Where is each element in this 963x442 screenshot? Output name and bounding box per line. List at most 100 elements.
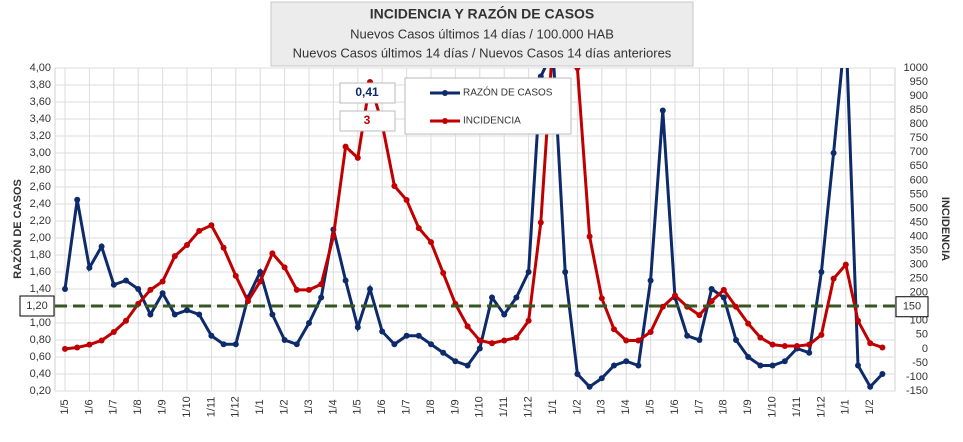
- data-point: [489, 294, 495, 301]
- data-point: [684, 332, 691, 339]
- x-tick-label: 1/10: [767, 396, 779, 417]
- data-point: [171, 253, 178, 260]
- data-point: [562, 269, 569, 275]
- chart-title: INCIDENCIA Y RAZÓN DE CASOS: [370, 5, 595, 22]
- data-point: [537, 219, 544, 226]
- y2-tick-label: 950: [910, 76, 928, 88]
- data-point: [74, 344, 81, 351]
- y2-tick-label: 350: [910, 244, 928, 256]
- y2-tick-label: 450: [910, 216, 928, 228]
- y2-tick-label: 500: [910, 202, 928, 214]
- y2-tick-label: -100: [906, 371, 928, 383]
- y-tick-label: 4,00: [30, 62, 51, 74]
- threshold-box: [895, 296, 929, 318]
- data-point: [110, 281, 117, 288]
- plot-clip: [62, 68, 886, 390]
- data-point: [220, 341, 227, 348]
- chart-subtitle: Nuevos Casos últimos 14 días / 100.000 H…: [350, 26, 614, 41]
- x-tick-label: 1/1: [840, 399, 852, 414]
- y-tick-label: 0,60: [30, 351, 51, 363]
- y2-tick-label: -150: [906, 385, 928, 397]
- y2-tick-label: 900: [910, 90, 928, 102]
- y2-tick-label: 550: [910, 188, 928, 200]
- data-point: [464, 323, 471, 330]
- x-tick-label: 1/2: [279, 399, 291, 414]
- data-point: [611, 362, 617, 369]
- data-point: [330, 233, 337, 240]
- x-tick-label: 1/12: [815, 396, 827, 417]
- legend-marker: [442, 90, 448, 96]
- x-tick-label: 1/10: [474, 396, 486, 417]
- data-point: [720, 294, 727, 301]
- y2-tick-label: 400: [910, 230, 928, 242]
- series-line: [63, 68, 884, 390]
- data-point: [696, 337, 703, 343]
- data-point: [159, 290, 166, 297]
- data-point: [62, 286, 68, 292]
- data-point: [501, 337, 508, 344]
- data-point: [428, 239, 434, 246]
- data-point: [62, 345, 68, 352]
- data-point: [269, 250, 276, 257]
- data-point: [123, 277, 129, 284]
- x-tick-label: 1/12: [230, 396, 242, 417]
- data-point: [623, 358, 630, 365]
- data-point: [403, 332, 410, 339]
- data-point: [708, 298, 715, 305]
- data-point: [293, 286, 300, 293]
- data-point: [574, 68, 581, 71]
- current-value: 0,41: [355, 85, 379, 99]
- y-tick-label: 3,80: [30, 79, 51, 91]
- title-box: [270, 1, 694, 67]
- data-point: [354, 154, 361, 161]
- data-point: [391, 341, 398, 348]
- data-point: [171, 311, 178, 318]
- x-tick-label: 1/9: [449, 399, 461, 414]
- y-tick-label: 3,00: [30, 147, 51, 159]
- y2-axis-label: INCIDENCIA: [939, 197, 951, 261]
- x-tick-label: 1/11: [791, 397, 803, 418]
- data-point: [245, 298, 251, 305]
- data-point: [269, 311, 276, 318]
- current-value-box: [339, 82, 396, 104]
- data-point: [855, 317, 861, 324]
- y2-tick-label: 100: [910, 315, 928, 327]
- data-point: [525, 317, 532, 324]
- data-point: [440, 270, 447, 277]
- y-tick-label: 3,60: [30, 96, 51, 108]
- data-point: [598, 295, 605, 302]
- data-point: [757, 362, 764, 369]
- data-point: [769, 362, 776, 369]
- y2-tick-label: 700: [910, 146, 928, 158]
- data-point: [830, 150, 837, 156]
- data-point: [879, 344, 886, 351]
- current-value: 3: [364, 113, 371, 127]
- data-point: [720, 286, 727, 293]
- x-tick-label: 1/11: [205, 397, 217, 418]
- data-point: [135, 286, 142, 292]
- data-point: [367, 286, 373, 292]
- y2-tick-label: 300: [910, 259, 928, 271]
- data-point: [696, 312, 703, 319]
- data-point: [745, 320, 752, 327]
- data-point: [598, 375, 605, 382]
- data-point: [830, 275, 837, 282]
- x-tick-label: 1/11: [498, 397, 510, 418]
- threshold-label: 1,20: [26, 300, 47, 312]
- y-tick-label: 2,80: [30, 164, 51, 176]
- x-tick-label: 1/5: [352, 399, 364, 414]
- x-tick-label: 1/7: [693, 399, 705, 414]
- data-point: [611, 326, 617, 333]
- x-tick-label: 1/6: [669, 399, 681, 414]
- data-point: [318, 281, 325, 288]
- data-point: [464, 362, 471, 369]
- data-point: [220, 244, 227, 251]
- data-point: [806, 341, 813, 348]
- legend-label: INCIDENCIA: [463, 116, 521, 127]
- y2-tick-label: -50: [912, 357, 928, 369]
- y-tick-label: 0,80: [30, 334, 51, 346]
- data-point: [379, 328, 386, 335]
- data-point: [306, 286, 312, 293]
- data-point: [208, 332, 215, 339]
- y-tick-label: 2,40: [30, 198, 51, 210]
